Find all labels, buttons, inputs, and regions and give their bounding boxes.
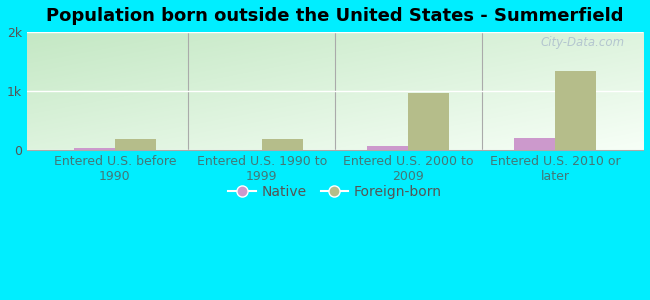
Bar <box>555 71 596 150</box>
Bar <box>115 139 156 150</box>
Bar <box>74 148 115 150</box>
Bar <box>262 139 303 150</box>
Text: City-Data.com: City-Data.com <box>540 36 625 49</box>
Bar <box>408 93 449 150</box>
Title: Population born outside the United States - Summerfield: Population born outside the United State… <box>46 7 624 25</box>
Bar <box>514 138 555 150</box>
Legend: Native, Foreign-born: Native, Foreign-born <box>222 179 447 204</box>
Bar <box>367 146 408 150</box>
